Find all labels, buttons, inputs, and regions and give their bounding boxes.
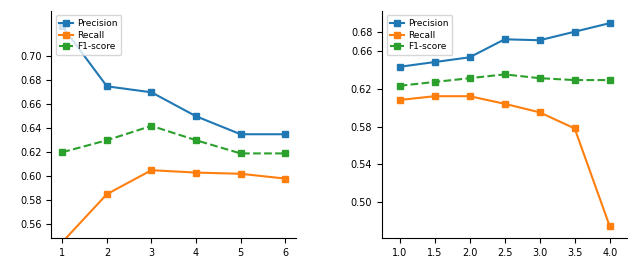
Line: F1-score: F1-score (60, 123, 288, 156)
Recall (501, 102, 509, 105)
Line: F1-score: F1-score (397, 72, 612, 89)
Recall (282, 177, 289, 180)
Recall (148, 169, 156, 172)
F1-score (58, 151, 66, 154)
F1-score (103, 138, 111, 142)
F1-score (282, 152, 289, 155)
Precision (466, 56, 474, 59)
F1-score (431, 80, 438, 83)
Recall (396, 98, 403, 102)
Recall (571, 127, 579, 130)
Precision (571, 30, 579, 33)
Recall (536, 111, 543, 114)
Precision (282, 133, 289, 136)
Line: Precision: Precision (60, 24, 288, 137)
Recall (103, 192, 111, 196)
F1-score (237, 152, 244, 155)
Precision (58, 25, 66, 28)
F1-score (466, 76, 474, 80)
F1-score (501, 73, 509, 76)
Precision (501, 38, 509, 41)
Recall (431, 95, 438, 98)
Recall (606, 225, 614, 228)
Precision (606, 22, 614, 25)
Legend: Precision, Recall, F1-score: Precision, Recall, F1-score (387, 15, 452, 55)
F1-score (606, 79, 614, 82)
F1-score (536, 76, 543, 80)
Line: Precision: Precision (397, 20, 612, 70)
Precision (536, 38, 543, 42)
Precision (396, 65, 403, 68)
Legend: Precision, Recall, F1-score: Precision, Recall, F1-score (56, 15, 122, 55)
F1-score (148, 124, 156, 127)
Precision (237, 133, 244, 136)
Line: Recall: Recall (60, 167, 288, 245)
Recall (466, 95, 474, 98)
F1-score (571, 79, 579, 82)
F1-score (192, 138, 200, 142)
Recall (58, 240, 66, 244)
Precision (431, 60, 438, 64)
Precision (192, 115, 200, 118)
Precision (148, 91, 156, 94)
F1-score (396, 84, 403, 87)
Line: Recall: Recall (397, 93, 612, 229)
Precision (103, 85, 111, 88)
Recall (237, 172, 244, 175)
Recall (192, 171, 200, 174)
